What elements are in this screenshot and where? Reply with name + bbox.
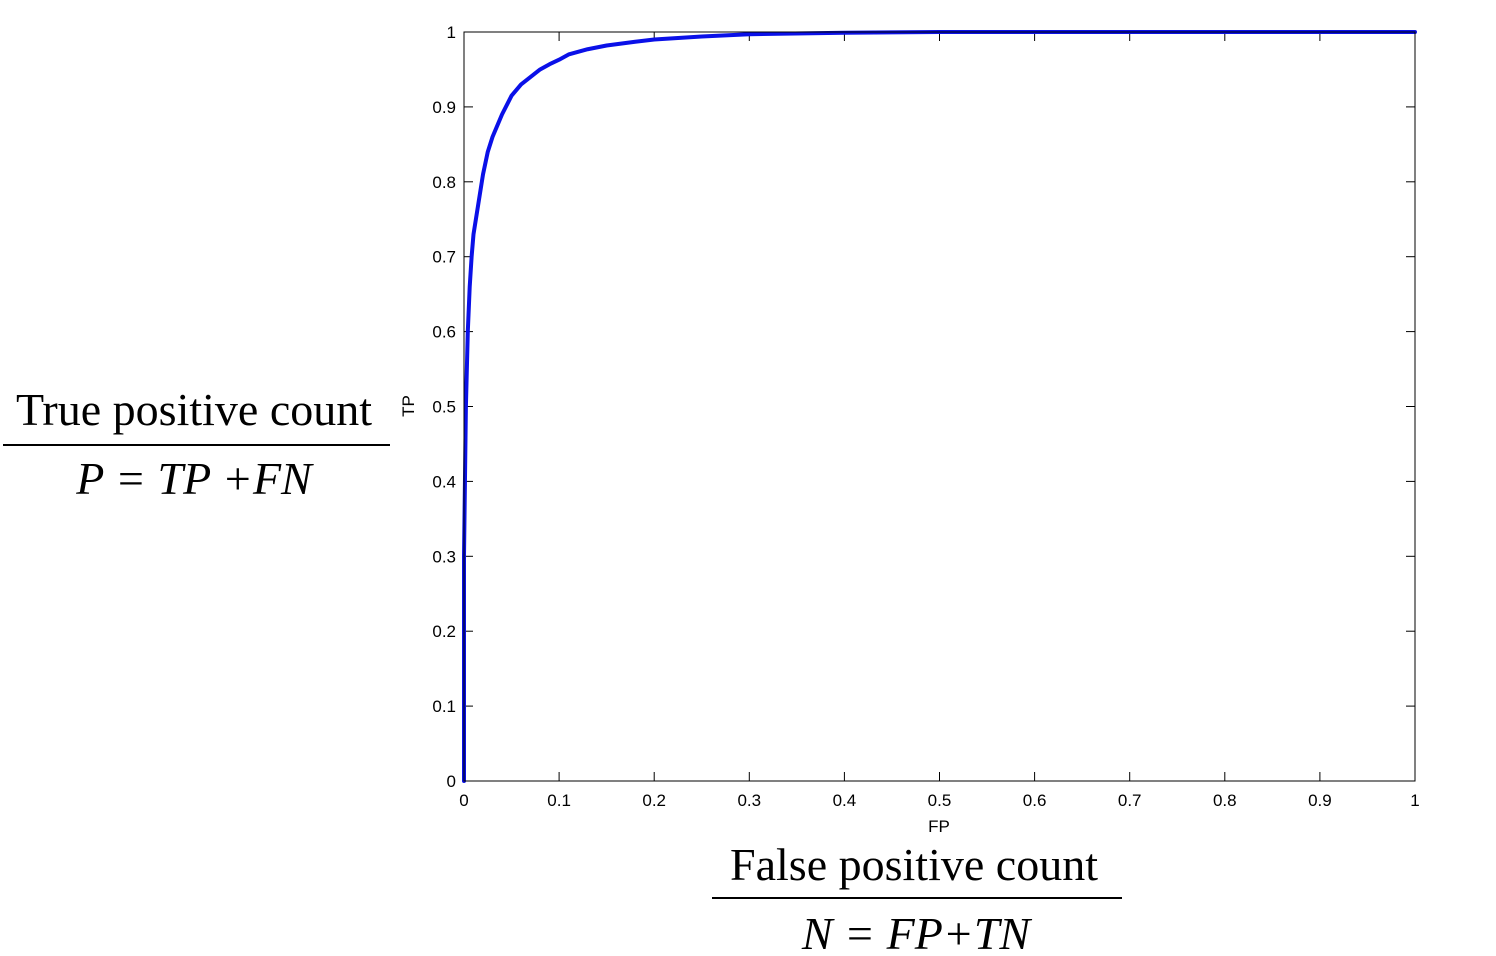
- x-tick-label: 0.9: [1308, 791, 1332, 810]
- y-tick-label: 0.5: [432, 398, 456, 417]
- left-fraction: True positive count P = TP +FN: [3, 384, 390, 504]
- x-tick-label: 0.3: [737, 791, 761, 810]
- y-tick-label: 0.6: [432, 323, 456, 342]
- x-tick-label: 0.6: [1023, 791, 1047, 810]
- plot-frame: [463, 31, 1416, 782]
- x-tick-label: 0.2: [642, 791, 666, 810]
- y-tick-label: 0.7: [432, 248, 456, 267]
- bottom-fraction: False positive count N = FP+TN: [712, 839, 1122, 956]
- x-tick-label: 0.7: [1118, 791, 1142, 810]
- x-tick-label: 1: [1410, 791, 1419, 810]
- axis-tick-labels: 0 0.1 0.2 0.3 0.4 0.5 0.6 0.7 0.8 0.9 1 0 0.1 0.2 0.3 0…: [432, 23, 1419, 810]
- y-tick-label: 0.1: [432, 697, 456, 716]
- x-tick-label: 0.4: [833, 791, 857, 810]
- bottom-fraction-denominator: N = FP+TN: [801, 908, 1033, 956]
- x-tick-label: 0.5: [928, 791, 952, 810]
- x-tick-label: 0.1: [547, 791, 571, 810]
- bottom-fraction-numerator: False positive count: [730, 839, 1098, 890]
- y-tick-label: 0: [447, 772, 456, 791]
- y-tick-label: 0.3: [432, 547, 456, 566]
- x-tick-label: 0.8: [1213, 791, 1237, 810]
- y-tick-label: 0.4: [432, 472, 456, 491]
- x-axis-title: FP: [928, 817, 950, 836]
- y-tick-label: 0.9: [432, 98, 456, 117]
- x-tick-label: 0: [459, 791, 468, 810]
- left-fraction-denominator: P = TP +FN: [75, 453, 314, 504]
- left-fraction-numerator: True positive count: [16, 384, 372, 435]
- plot-background: [464, 32, 1415, 781]
- y-tick-label: 0.2: [432, 622, 456, 641]
- y-tick-label: 0.8: [432, 173, 456, 192]
- y-tick-label: 1: [447, 23, 456, 42]
- y-axis-title: TP: [399, 395, 418, 417]
